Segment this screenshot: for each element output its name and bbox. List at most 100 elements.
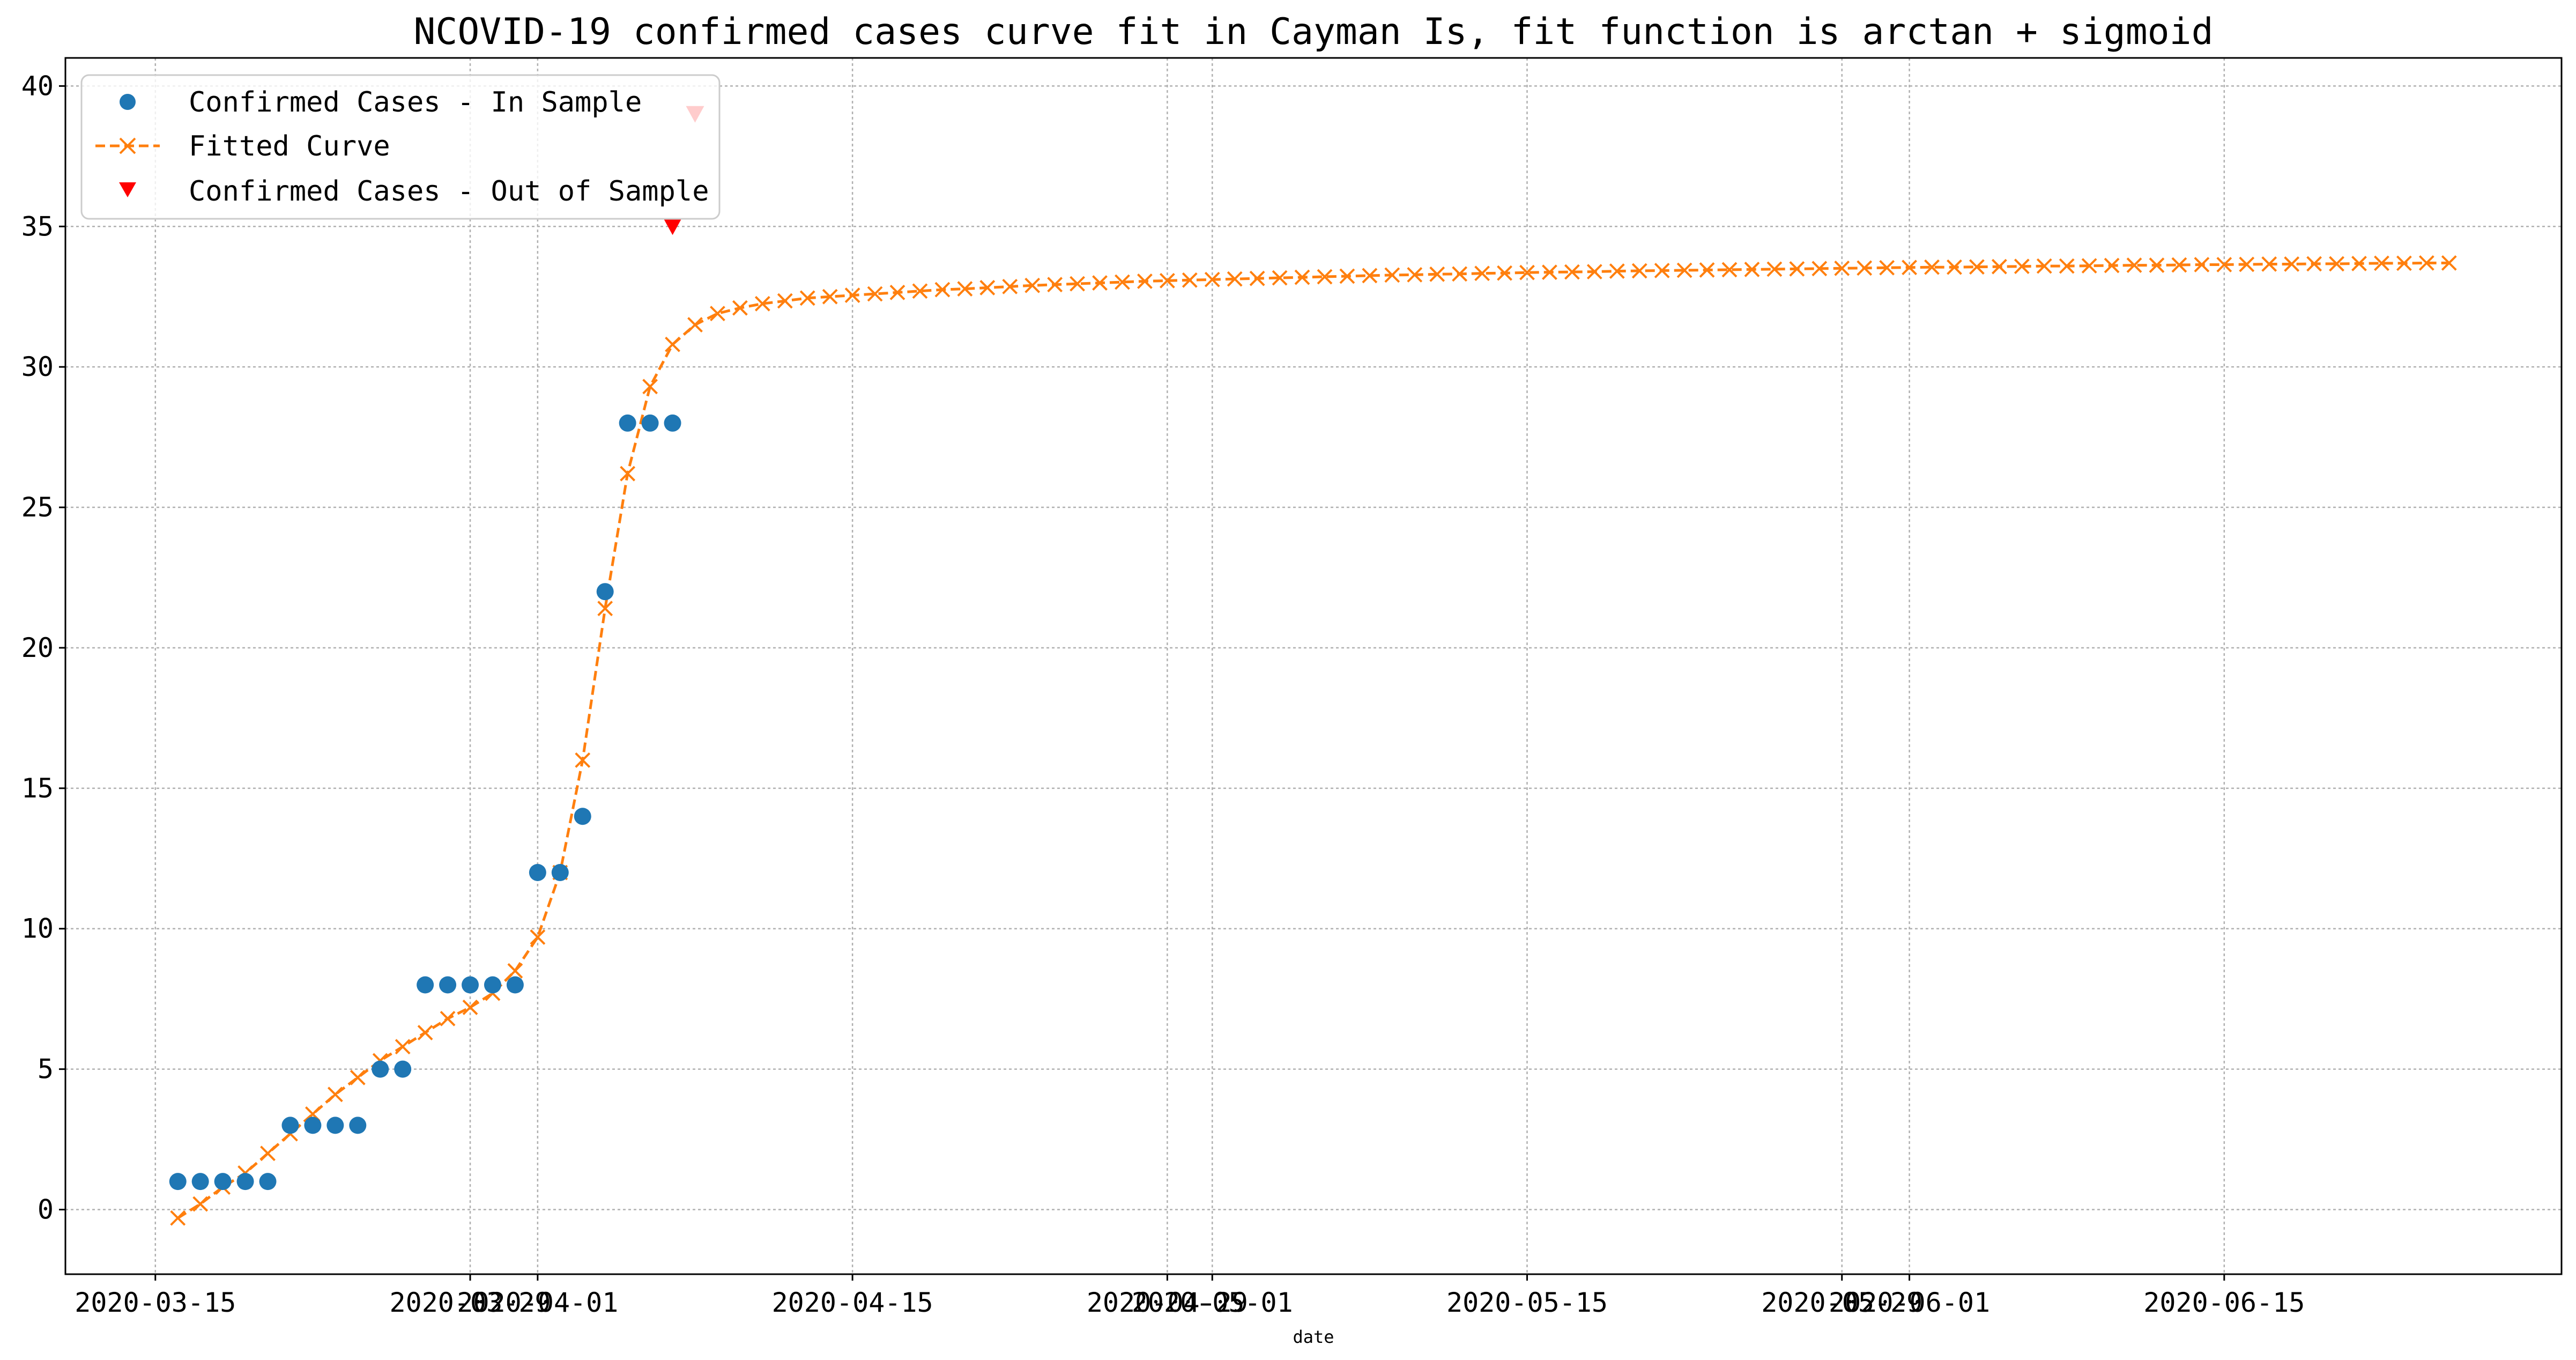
y-tick-label: 35 bbox=[21, 211, 54, 242]
fitted-curve-point bbox=[1721, 262, 1738, 278]
in-sample-point bbox=[259, 1173, 277, 1191]
fitted-curve-point bbox=[1902, 260, 1917, 276]
fitted-curve-point bbox=[1631, 263, 1647, 279]
in-sample-point bbox=[484, 976, 501, 994]
x-tick-label: 2020-06-01 bbox=[1829, 1287, 1990, 1318]
in-sample-point bbox=[462, 976, 479, 994]
fitted-curve-point bbox=[1744, 261, 1760, 277]
fitted-curve-point bbox=[2036, 258, 2052, 274]
fitted-curve-point bbox=[1204, 271, 1220, 287]
legend-label-in-sample: Confirmed Cases - In Sample bbox=[189, 86, 642, 119]
fitted-curve-point bbox=[462, 999, 478, 1015]
fitted-curve-point bbox=[799, 290, 815, 306]
out-of-sample-point bbox=[663, 218, 682, 235]
fitted-curve-point bbox=[979, 280, 996, 295]
fitted-curve-point bbox=[2171, 257, 2187, 273]
in-sample-point bbox=[349, 1117, 367, 1134]
fitted-curve-point bbox=[1947, 259, 1962, 275]
fitted-curve-point bbox=[2284, 256, 2300, 272]
fitted-curve-point bbox=[1586, 264, 1602, 280]
y-tick-label: 20 bbox=[21, 632, 54, 663]
fitted-curve-point bbox=[1362, 268, 1378, 284]
fitted-curve-point bbox=[2374, 255, 2389, 271]
fitted-curve-point bbox=[1317, 269, 1333, 285]
fitted-curve-point bbox=[1676, 262, 1692, 278]
fitted-curve-point bbox=[350, 1069, 366, 1085]
x-tick-label: 2020-05-15 bbox=[1446, 1287, 1608, 1318]
fitted-curve-point bbox=[2126, 257, 2142, 273]
y-tick-label: 10 bbox=[21, 913, 54, 944]
fitted-curve-point bbox=[417, 1025, 433, 1040]
legend-marker-fitted bbox=[119, 137, 136, 154]
fitted-curve-point bbox=[1991, 258, 2007, 275]
y-tick-label: 30 bbox=[21, 351, 54, 382]
fitted-curve-point bbox=[2396, 255, 2412, 271]
x-axis-label: date bbox=[1293, 1327, 1334, 1347]
fitted-curve-point bbox=[665, 336, 680, 352]
fitted-curve-point bbox=[2104, 257, 2120, 274]
in-sample-point bbox=[619, 414, 636, 432]
fitted-curve-point bbox=[867, 286, 883, 302]
series-layer bbox=[169, 106, 2457, 1226]
fitted-curve-point bbox=[1812, 261, 1828, 277]
fitted-curve-point bbox=[2149, 257, 2165, 273]
fitted-curve-point bbox=[2194, 257, 2210, 272]
fitted-curve-point bbox=[732, 300, 748, 316]
fitted-curve-point bbox=[1294, 269, 1310, 285]
fitted-curve-point bbox=[1834, 260, 1850, 276]
fitted-curve-point bbox=[1969, 259, 1985, 275]
x-tick-label: 2020-05-29 bbox=[1761, 1287, 1922, 1318]
fitted-curve-point bbox=[1474, 265, 1490, 282]
grid-layer bbox=[65, 58, 2562, 1274]
in-sample-point bbox=[551, 863, 569, 881]
fitted-curve-point bbox=[2216, 257, 2232, 272]
x-tick-label: 2020-04-15 bbox=[772, 1287, 933, 1318]
fitted-curve-point bbox=[2351, 255, 2367, 271]
in-sample-point bbox=[664, 414, 681, 432]
fitted-curve-point bbox=[2239, 256, 2255, 272]
fitted-curve-point bbox=[1429, 266, 1445, 282]
fitted-curve-point bbox=[844, 287, 860, 304]
fitted-curve-point bbox=[1699, 262, 1715, 278]
fitted-curve-point bbox=[507, 963, 523, 979]
in-sample-point bbox=[641, 414, 659, 432]
legend-marker-in-sample bbox=[120, 94, 136, 110]
fitted-curve-point bbox=[1115, 274, 1130, 290]
fitted-curve-point bbox=[1227, 271, 1243, 287]
fitted-curve-point bbox=[1924, 259, 1940, 275]
in-sample-point bbox=[417, 976, 434, 994]
fitted-curve-point bbox=[934, 282, 951, 298]
fitted-curve-point bbox=[1025, 277, 1041, 293]
fitted-curve-point bbox=[327, 1086, 343, 1103]
in-sample-point bbox=[506, 976, 524, 994]
x-tick-label: 2020-05-01 bbox=[1132, 1287, 1293, 1318]
fitted-curve-point bbox=[620, 465, 636, 482]
legend: Confirmed Cases - In Sample Fitted Curve… bbox=[80, 74, 721, 220]
fitted-curve-point bbox=[889, 284, 905, 300]
fitted-curve-point bbox=[440, 1010, 456, 1026]
fitted-curve-point bbox=[1789, 261, 1805, 277]
fitted-curve-point bbox=[2441, 255, 2457, 271]
fitted-curve-point bbox=[192, 1196, 209, 1212]
fitted-curve-point bbox=[1609, 263, 1625, 279]
in-sample-point bbox=[304, 1117, 322, 1134]
in-sample-point bbox=[372, 1060, 389, 1078]
chart-title: NCOVID-19 confirmed cases curve fit in C… bbox=[413, 11, 2213, 53]
fitted-curve-point bbox=[1182, 272, 1198, 288]
fitted-curve-point bbox=[1339, 268, 1355, 284]
fitted-curve-point bbox=[777, 293, 793, 309]
in-sample-point bbox=[574, 808, 591, 825]
in-sample-point bbox=[236, 1173, 254, 1191]
fitted-curve-point bbox=[530, 929, 546, 945]
fitted-curve-point bbox=[575, 752, 591, 768]
y-tick-label: 5 bbox=[38, 1054, 54, 1085]
fitted-curve-point bbox=[1766, 261, 1783, 277]
in-sample-point bbox=[191, 1173, 209, 1191]
fitted-curve-point bbox=[2081, 258, 2097, 274]
fitted-curve-point bbox=[1542, 264, 1557, 280]
fitted-curve-point bbox=[597, 601, 613, 617]
fitted-curve-point bbox=[687, 317, 703, 333]
fitted-curve-point bbox=[2418, 255, 2434, 271]
x-tick-label: 2020-04-01 bbox=[457, 1287, 618, 1318]
